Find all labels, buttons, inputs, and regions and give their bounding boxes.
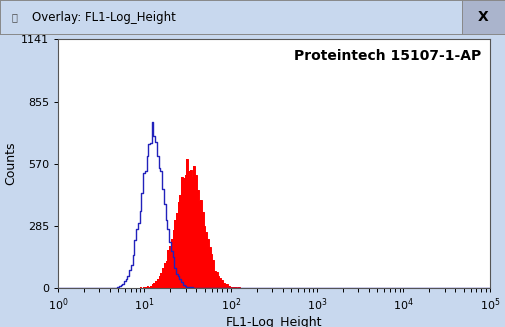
Text: X: X [478, 10, 489, 24]
Text: 🔲: 🔲 [12, 12, 18, 22]
Text: Proteintech 15107-1-AP: Proteintech 15107-1-AP [294, 49, 481, 63]
Text: Overlay: FL1-Log_Height: Overlay: FL1-Log_Height [32, 11, 176, 24]
X-axis label: FL1-Log_Height: FL1-Log_Height [226, 316, 322, 327]
Y-axis label: Counts: Counts [4, 142, 17, 185]
